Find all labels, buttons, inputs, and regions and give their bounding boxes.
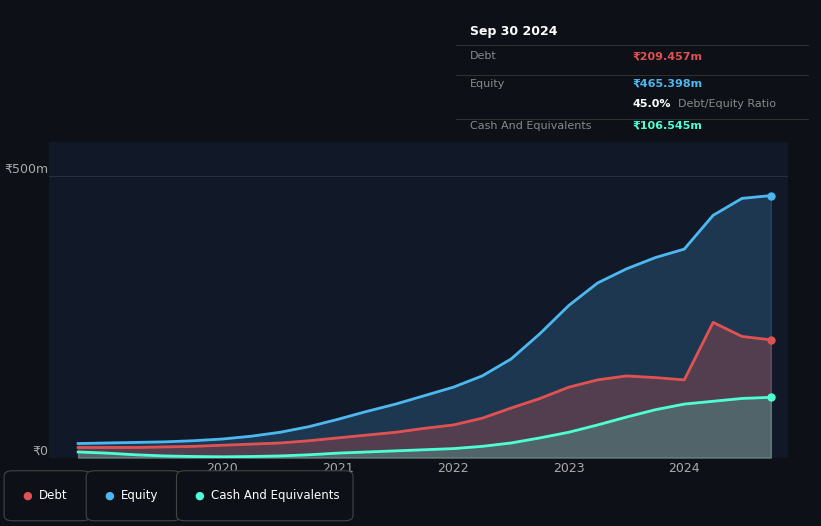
Text: ₹106.545m: ₹106.545m <box>632 121 702 131</box>
Text: ₹500m: ₹500m <box>4 163 48 176</box>
Text: Debt/Equity Ratio: Debt/Equity Ratio <box>678 99 776 109</box>
Text: ₹0: ₹0 <box>33 444 48 458</box>
Text: Equity: Equity <box>470 78 505 88</box>
Text: 45.0%: 45.0% <box>632 99 671 109</box>
Text: Cash And Equivalents: Cash And Equivalents <box>211 489 340 502</box>
Text: Cash And Equivalents: Cash And Equivalents <box>470 121 591 131</box>
Text: Debt: Debt <box>470 52 497 62</box>
Text: ●: ● <box>22 490 32 501</box>
Text: Debt: Debt <box>39 489 67 502</box>
Text: ₹465.398m: ₹465.398m <box>632 78 702 88</box>
Text: Equity: Equity <box>121 489 158 502</box>
Text: ●: ● <box>104 490 114 501</box>
Text: Sep 30 2024: Sep 30 2024 <box>470 25 557 38</box>
Text: ₹209.457m: ₹209.457m <box>632 52 702 62</box>
Text: ●: ● <box>195 490 204 501</box>
